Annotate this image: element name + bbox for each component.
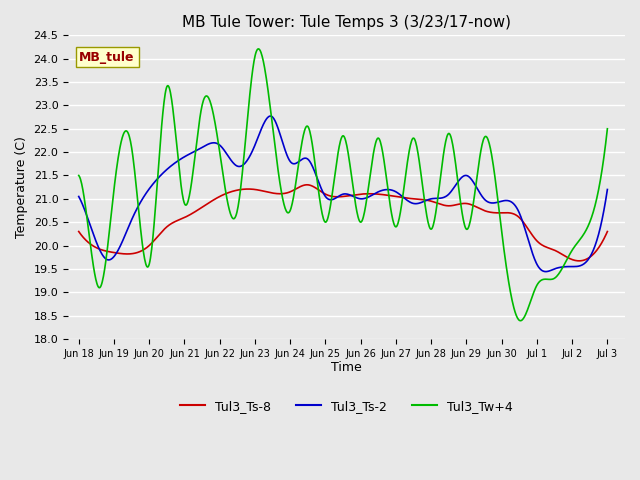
Title: MB Tule Tower: Tule Temps 3 (3/23/17-now): MB Tule Tower: Tule Temps 3 (3/23/17-now… (182, 15, 511, 30)
X-axis label: Time: Time (332, 361, 362, 374)
Text: MB_tule: MB_tule (79, 50, 135, 63)
Legend: Tul3_Ts-8, Tul3_Ts-2, Tul3_Tw+4: Tul3_Ts-8, Tul3_Ts-2, Tul3_Tw+4 (175, 395, 518, 418)
Y-axis label: Temperature (C): Temperature (C) (15, 136, 28, 238)
